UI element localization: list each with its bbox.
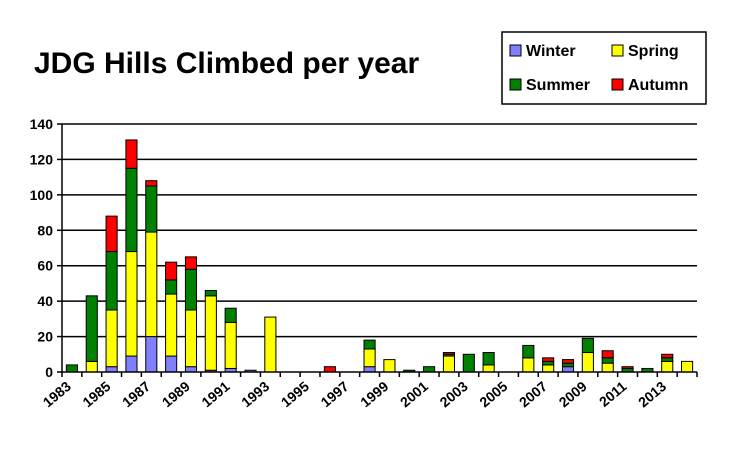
y-tick-label: 0 [45,364,53,380]
bar-summer-1998 [363,339,376,350]
bar-autumn-2011 [621,366,634,369]
bar-spring-1990 [204,295,217,371]
legend-swatch-autumn [611,78,624,91]
y-tick-label: 20 [37,329,53,345]
bar-spring-1988 [165,293,178,357]
bar-winter-1985 [105,366,118,373]
y-tick-label: 80 [37,222,53,238]
bar-summer-2006 [522,344,535,359]
bar-spring-2013 [661,360,674,373]
bar-summer-1991 [224,307,237,323]
bar-spring-1987 [145,231,158,338]
y-tick-label: 140 [30,116,54,132]
bar-spring-1984 [85,360,98,373]
bar-spring-2014 [681,360,694,373]
chart-title: JDG Hills Climbed per year [34,47,419,80]
bar-spring-2002 [442,355,456,373]
bar-spring-2010 [601,362,614,373]
bar-autumn-1985 [105,215,118,253]
bar-spring-1991 [224,321,237,369]
bar-autumn-1986 [125,139,138,169]
bar-summer-1988 [165,279,178,295]
bar-summer-2013 [661,357,674,362]
bar-winter-1987 [145,336,158,373]
bar-spring-2009 [581,352,594,373]
bar-autumn-1987 [145,180,158,187]
legend-frame [501,31,707,105]
y-tick-label: 100 [30,187,54,203]
bar-spring-1986 [125,251,138,357]
bar-spring-1999 [383,359,396,373]
bar-autumn-2013 [661,353,674,359]
bar-summer-2003 [462,353,475,373]
bar-spring-2004 [482,364,495,373]
legend-label-autumn: Autumn [628,77,688,94]
bar-autumn-1988 [165,261,178,281]
bar-spring-1985 [105,309,118,368]
bars [65,139,694,373]
bar-summer-2008 [561,362,575,368]
legend-swatch-summer [509,78,522,91]
legend-label-summer: Summer [526,77,590,94]
bar-summer-1984 [85,295,98,362]
bar-summer-2010 [601,357,614,364]
axes [57,123,698,377]
bar-summer-1983 [65,364,78,373]
bar-autumn-1989 [184,256,198,270]
bar-winter-1989 [184,366,198,373]
bar-winter-1988 [165,355,178,373]
bar-summer-1989 [184,268,198,311]
bar-winter-1998 [363,366,376,373]
bar-spring-1998 [363,348,376,368]
bar-spring-2007 [542,364,555,373]
bar-autumn-2002 [442,352,456,355]
bar-spring-1993 [264,316,277,373]
bar-summer-2009 [581,337,594,354]
bar-winter-1986 [125,355,138,373]
bar-summer-2007 [542,360,555,366]
bar-autumn-2008 [561,359,575,364]
y-tick-label: 60 [37,258,53,274]
legend-swatch-winter [509,44,522,57]
y-tick-label: 40 [37,293,53,309]
bar-summer-1986 [125,167,138,253]
bar-summer-1987 [145,185,158,233]
legend-label-winter: Winter [526,43,576,60]
bar-autumn-2010 [601,350,614,359]
bar-spring-2006 [522,357,535,373]
bar-summer-2001 [423,366,436,373]
bar-autumn-2007 [542,357,555,362]
y-tick-label: 120 [30,151,54,167]
bar-winter-2008 [561,366,575,373]
bar-summer-2004 [482,352,495,366]
bar-spring-1989 [184,309,198,368]
bar-autumn-1996 [323,366,336,373]
legend-label-spring: Spring [628,43,679,60]
bar-summer-1985 [105,251,118,311]
legend: Winter Spring Summer Autumn [501,31,707,105]
y-tick-labels: 0 20 40 60 80 100 120 140 [30,116,54,380]
legend-swatch-spring [611,44,624,57]
bar-summer-1990 [204,290,217,297]
